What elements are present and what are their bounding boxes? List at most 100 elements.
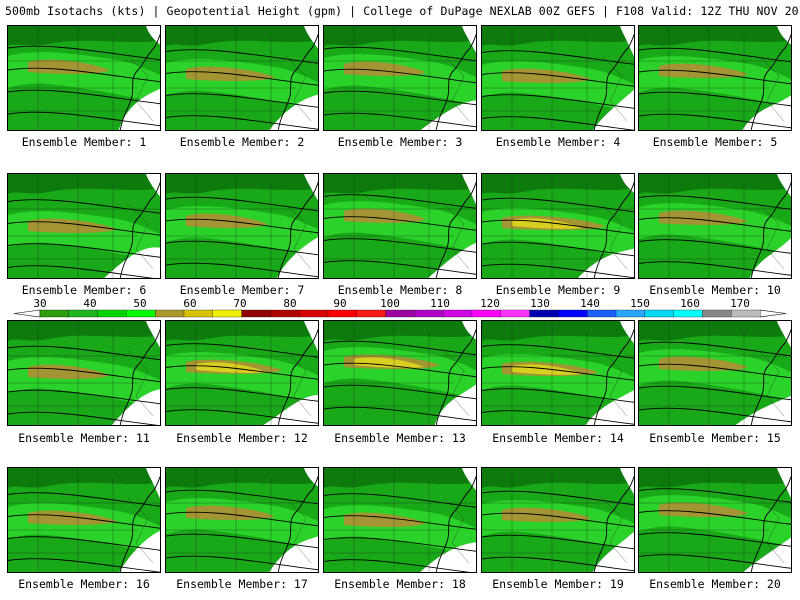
no-data-area xyxy=(462,321,476,340)
no-data-area xyxy=(462,174,476,205)
wind-contour-60kt xyxy=(344,61,426,76)
height-contour xyxy=(166,489,318,505)
colorbar-swatch xyxy=(529,309,559,318)
height-contour xyxy=(166,343,318,358)
wind-contour-60kt xyxy=(28,510,117,525)
no-data-area xyxy=(146,321,160,348)
colorbar-swatch xyxy=(385,309,415,318)
height-contour xyxy=(639,532,791,547)
state-borders xyxy=(8,468,160,572)
ensemble-map xyxy=(324,321,476,425)
ensemble-member-label: Ensemble Member: 4 xyxy=(495,135,621,149)
ensemble-member-label: Ensemble Member: 16 xyxy=(18,577,150,591)
ensemble-map xyxy=(482,174,634,278)
no-data-area xyxy=(620,174,634,193)
wind-contour-30kt xyxy=(8,468,160,488)
wind-contour-30kt xyxy=(8,26,160,46)
state-borders xyxy=(324,26,476,130)
no-data-area xyxy=(777,321,791,348)
state-borders xyxy=(639,26,791,130)
height-contour xyxy=(482,344,634,359)
ensemble-member-label: Ensemble Member: 2 xyxy=(179,135,305,149)
no-data-area xyxy=(620,468,634,495)
coastline xyxy=(277,475,318,572)
ensemble-member-label: Ensemble Member: 1 xyxy=(21,135,147,149)
coastline xyxy=(593,181,634,278)
height-contour xyxy=(166,115,318,130)
state-borders xyxy=(8,174,160,278)
state-borders xyxy=(639,468,791,572)
height-contour xyxy=(8,514,160,529)
wind-contour-30kt xyxy=(166,468,318,488)
height-contour xyxy=(8,199,160,214)
height-contour xyxy=(324,515,476,530)
state-borders xyxy=(482,26,634,130)
colorbar-swatch xyxy=(270,309,300,318)
height-contour xyxy=(8,411,158,425)
state-borders xyxy=(166,468,318,572)
coastline xyxy=(750,328,791,425)
coastline xyxy=(750,181,791,278)
colorbar-swatch xyxy=(615,309,646,318)
ensemble-map-panel xyxy=(7,25,161,131)
colorbar-swatch xyxy=(97,309,127,318)
height-contour xyxy=(8,221,160,236)
state-borders xyxy=(166,174,318,278)
height-contour xyxy=(166,49,318,64)
state-borders xyxy=(8,26,160,130)
height-contour xyxy=(324,46,476,62)
ensemble-map xyxy=(166,174,318,278)
colorbar-swatch xyxy=(68,309,99,318)
height-contour xyxy=(166,93,318,108)
colorbar-swatch xyxy=(587,309,617,318)
coastline xyxy=(277,181,318,278)
height-contour xyxy=(8,367,160,383)
height-contour xyxy=(482,490,634,506)
state-borders xyxy=(482,321,634,425)
height-contour xyxy=(8,345,160,361)
height-contour xyxy=(639,385,791,401)
height-contour xyxy=(324,340,476,356)
ensemble-member-label: Ensemble Member: 12 xyxy=(176,431,308,445)
height-contour xyxy=(482,556,634,572)
colorbar-swatch xyxy=(155,309,185,318)
ensemble-member-label: Ensemble Member: 6 xyxy=(21,283,147,297)
ensemble-map-panel xyxy=(7,467,161,573)
height-contour xyxy=(166,533,318,549)
no-data-area xyxy=(119,531,160,572)
colorbar-swatch xyxy=(644,309,675,318)
height-contour xyxy=(324,90,476,106)
coastline xyxy=(435,328,476,425)
ensemble-map-panel xyxy=(165,25,319,131)
height-contour xyxy=(324,68,476,84)
ensemble-map xyxy=(166,468,318,572)
ensemble-map xyxy=(166,26,318,130)
ensemble-map-panel xyxy=(638,467,792,573)
height-contour xyxy=(324,362,476,378)
wind-contour-30kt xyxy=(639,321,791,341)
height-contour xyxy=(324,238,476,253)
height-contour xyxy=(639,69,791,85)
ensemble-map-panel xyxy=(165,320,319,426)
no-data-area xyxy=(118,88,160,130)
wind-contour-30kt xyxy=(639,468,791,488)
ensemble-member-label: Ensemble Member: 5 xyxy=(652,135,778,149)
height-contour xyxy=(482,534,634,550)
height-contour xyxy=(324,537,476,552)
ensemble-map xyxy=(639,26,791,130)
no-data-area xyxy=(420,100,476,130)
ensemble-map-panel xyxy=(165,173,319,279)
wind-contour-60kt xyxy=(28,59,110,74)
height-contour xyxy=(324,384,476,400)
wind-contour-30kt xyxy=(324,468,476,488)
wind-contour-60kt xyxy=(659,63,748,78)
height-contour xyxy=(8,492,160,507)
height-contour xyxy=(482,388,634,403)
ensemble-map-panel xyxy=(481,25,635,131)
colorbar-tick-label: 130 xyxy=(530,297,550,310)
state-borders xyxy=(482,174,634,278)
ensemble-member-label: Ensemble Member: 10 xyxy=(649,283,781,297)
no-data-area xyxy=(146,26,160,45)
colorbar-swatch xyxy=(183,309,214,318)
coastline xyxy=(277,328,318,425)
